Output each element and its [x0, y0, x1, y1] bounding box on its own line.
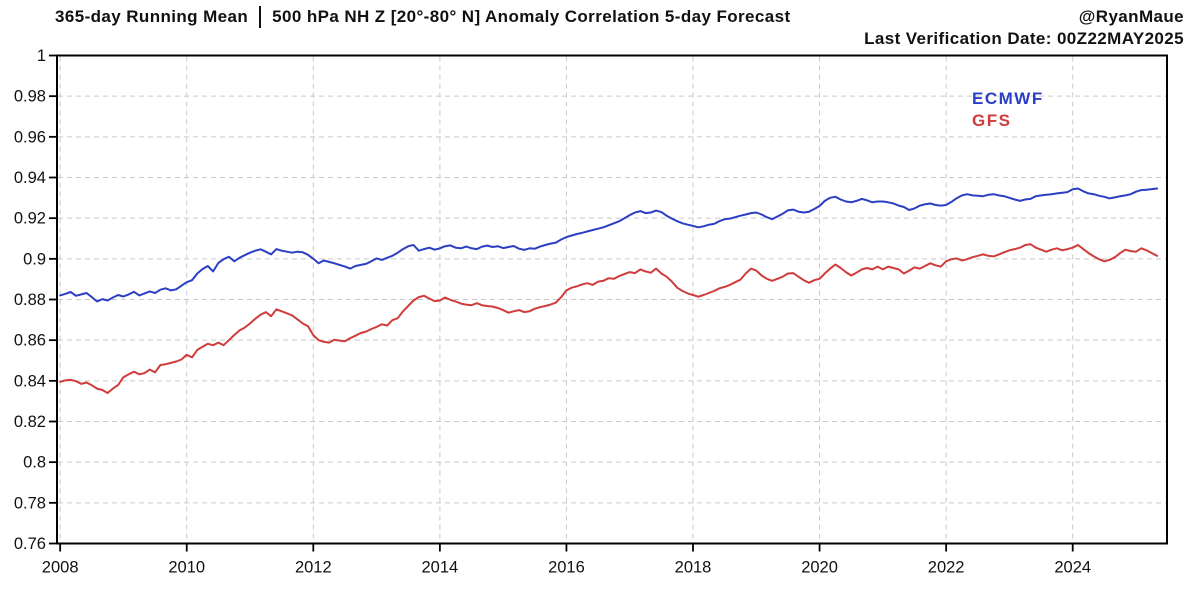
- y-tick-label: 0.8: [23, 454, 46, 472]
- x-tick-label: 2022: [928, 559, 965, 577]
- x-tick-label: 2014: [422, 559, 459, 577]
- legend-label-ecmwf: ECMWF: [972, 89, 1044, 108]
- ecmwf-line: [59, 187, 1159, 303]
- y-tick-label: 0.98: [14, 88, 46, 106]
- x-tick-label: 2010: [168, 559, 205, 577]
- legend-label-gfs: GFS: [972, 111, 1011, 130]
- y-tick-label: 0.9: [23, 250, 46, 268]
- title-bar: 365-day Running Mean 500 hPa NH Z [20°-8…: [55, 6, 1184, 28]
- y-tick-label: 0.88: [14, 291, 46, 309]
- credit-handle: @RyanMaue: [1078, 7, 1184, 26]
- title-right-part: 500 hPa NH Z [20°-80° N] Anomaly Correla…: [272, 7, 791, 26]
- x-tick-label: 2012: [295, 559, 332, 577]
- subtitle-bar: Last Verification Date: 00Z22MAY2025: [864, 29, 1184, 49]
- gfs-line: [59, 243, 1159, 394]
- chart-title: 365-day Running Mean 500 hPa NH Z [20°-8…: [55, 6, 791, 28]
- y-tick-label: 0.84: [14, 372, 46, 390]
- y-tick-label: 1: [37, 47, 46, 65]
- verification-date-label: Last Verification Date: 00Z22MAY2025: [864, 29, 1184, 48]
- y-tick-label: 0.82: [14, 413, 46, 431]
- y-tick-label: 0.78: [14, 494, 46, 512]
- y-tick-label: 0.86: [14, 332, 46, 350]
- x-tick-label: 2008: [42, 559, 79, 577]
- x-tick-label: 2020: [801, 559, 838, 577]
- y-tick-label: 0.92: [14, 210, 46, 228]
- x-tick-label: 2018: [675, 559, 712, 577]
- y-tick-label: 0.96: [14, 128, 46, 146]
- y-tick-label: 0.94: [14, 169, 46, 187]
- y-tick-label: 0.76: [14, 535, 46, 553]
- title-divider: [259, 6, 262, 28]
- x-tick-label: 2016: [548, 559, 585, 577]
- x-tick-label: 2024: [1054, 559, 1091, 577]
- title-left-part: 365-day Running Mean: [55, 7, 249, 26]
